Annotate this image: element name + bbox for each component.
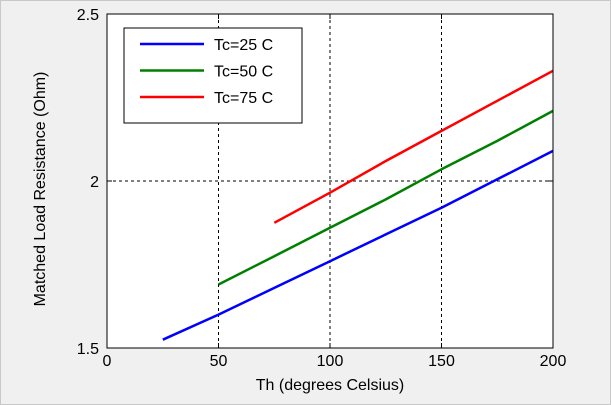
x-tick-label: 150: [428, 353, 455, 370]
y-axis-ticks: 1.5 2 2.5: [77, 7, 553, 358]
series-group: [162, 69, 554, 341]
x-tick-label: 0: [103, 353, 112, 370]
y-axis-label: Matched Load Resistance (Ohm): [32, 72, 49, 307]
x-axis-ticks: 0 50 100 150 200: [103, 14, 567, 370]
x-tick-label: 200: [540, 353, 567, 370]
series-line-1: [162, 149, 554, 341]
series-line-2: [217, 109, 554, 286]
y-tick-label: 2.5: [77, 7, 99, 24]
y-tick-label: 1.5: [77, 341, 99, 358]
y-tick-label: 2: [90, 174, 99, 191]
legend-box: [123, 27, 303, 124]
series-line-3: [273, 69, 554, 224]
x-axis-label: Th (degrees Celsius): [256, 377, 405, 394]
legend-entry-label: Tc=75 C: [214, 90, 273, 107]
legend-entry-label: Tc=25 C: [214, 37, 273, 54]
legend-entry-label: Tc=50 C: [214, 64, 273, 81]
x-tick-label: 50: [210, 353, 228, 370]
legend: Tc=25 C Tc=50 C Tc=75 C: [123, 27, 303, 124]
x-tick-label: 100: [317, 353, 344, 370]
